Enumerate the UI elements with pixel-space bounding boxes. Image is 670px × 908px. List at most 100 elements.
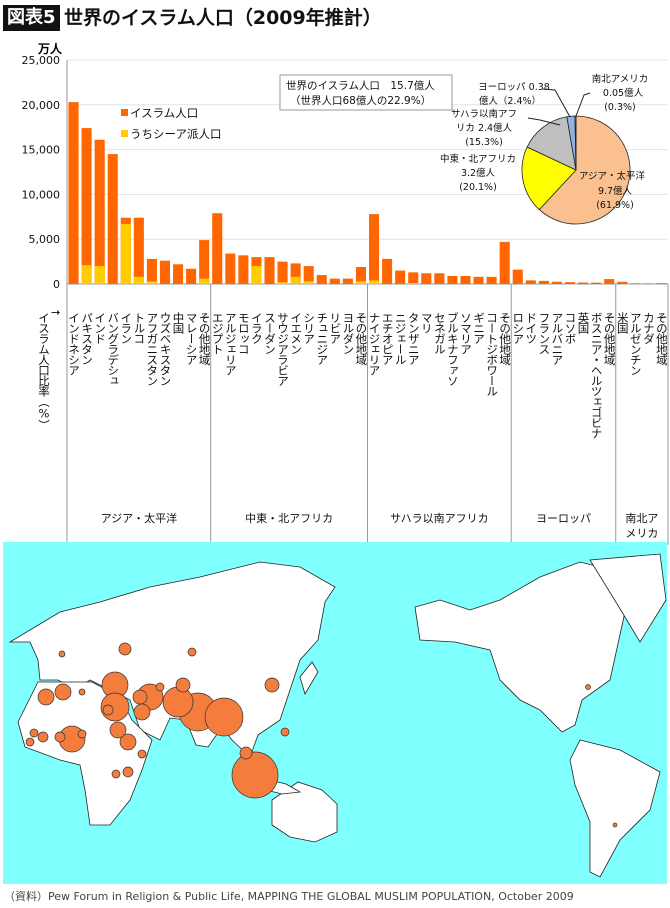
shia-bar: [303, 281, 314, 284]
category-label: ギニア: [472, 312, 487, 344]
muslim-population-bar: [630, 283, 641, 284]
muslim-population-bar: [355, 266, 366, 284]
pie-label: 3.2億人: [461, 167, 496, 179]
leader-line: [542, 88, 571, 118]
population-bubble: [239, 746, 253, 760]
muslim-population-bar: [395, 270, 406, 284]
muslim-population-bar: [133, 217, 144, 284]
category-label: カナダ: [641, 312, 656, 344]
source-note: （資料）Pew Forum in Religion & Public Life,…: [4, 890, 574, 903]
category-label: その他地域: [197, 312, 212, 365]
category-label: ソマリア: [458, 312, 473, 354]
category-label: イラク: [249, 312, 264, 344]
population-bubble: [77, 729, 87, 739]
shia-bar: [408, 283, 419, 284]
population-bubble: [133, 703, 151, 721]
category-label: その他地域: [602, 312, 617, 365]
category-label: インドネシア: [67, 312, 81, 375]
landmass-north-america: [414, 561, 626, 733]
population-bubble: [162, 686, 194, 718]
muslim-population-bar: [107, 154, 118, 284]
pie-slice: [526, 116, 577, 171]
landmass-greenland: [589, 553, 667, 643]
category-label: ロシア: [511, 312, 526, 344]
category-label: トルコ: [132, 312, 147, 344]
pie-label: 9.7億人: [598, 185, 633, 197]
pie-slice: [538, 115, 631, 225]
muslim-population-bar: [512, 269, 523, 284]
category-label: その他地域: [654, 312, 669, 365]
shia-bar: [120, 223, 131, 284]
category-label: シリア: [302, 312, 317, 344]
muslim-population-bar: [329, 278, 340, 284]
category-label: ウズベキスタン: [158, 312, 173, 386]
category-label: その他地域: [354, 312, 369, 365]
landmass-australia: [271, 781, 338, 843]
muslim-population-bar: [212, 213, 223, 284]
pie-label: 0.05億人: [603, 87, 644, 99]
x-axis-arrow: →: [51, 306, 61, 319]
muslim-population-bar: [68, 102, 79, 284]
category-label: アルジェリア: [223, 312, 238, 375]
summary-box: [279, 74, 453, 111]
population-bubble: [231, 751, 279, 799]
population-bubble: [187, 647, 197, 657]
population-bubble: [280, 727, 290, 737]
muslim-population-bar: [382, 258, 393, 284]
category-label: アルゼンチン: [628, 312, 643, 375]
population-bubble: [155, 682, 165, 692]
category-label: ナイジェリア: [367, 312, 382, 375]
category-label: マレーシア: [184, 312, 199, 365]
bar-chart: 0 5,000 10,000 15,000 20,000 25,000 イスラム人口うちシー…: [22, 54, 669, 545]
category-label: フランス: [537, 312, 552, 354]
pie-label: (0.3%): [604, 102, 636, 113]
pie-label: アジア・太平洋: [579, 170, 646, 182]
category-label: 米国: [615, 312, 630, 333]
category-label: チュニジア: [315, 312, 330, 365]
muslim-population-bar: [578, 282, 589, 284]
muslim-population-bar: [460, 275, 471, 284]
muslim-population-bar: [604, 279, 615, 284]
population-bubble: [132, 689, 148, 705]
y-tick-label: 25,000: [22, 54, 61, 67]
muslim-population-bar: [264, 257, 275, 284]
population-bubble: [118, 642, 132, 656]
shia-bar: [146, 281, 157, 284]
region-group-label: 南北アメリカ: [625, 512, 659, 540]
shia-bar: [199, 278, 210, 284]
category-label: タンザニア: [406, 312, 421, 365]
x-axis-label: イスラム人口比率（%）: [37, 312, 51, 430]
figure-title: 世界のイスラム人口（2009年推計）: [64, 7, 382, 29]
muslim-population-bar: [159, 260, 171, 284]
muslim-population-bar: [369, 214, 380, 284]
pie-slice: [574, 115, 577, 171]
population-bubble: [137, 749, 147, 759]
shia-bar: [369, 280, 380, 284]
muslim-population-bar: [486, 276, 497, 284]
category-label: リビア: [328, 312, 343, 344]
category-label: インド: [93, 312, 108, 344]
legend-label: イスラム人口: [130, 106, 198, 120]
y-tick-label: 15,000: [22, 144, 61, 157]
shia-bar: [81, 265, 92, 284]
muslim-population-bar: [538, 280, 549, 284]
world-map: [3, 542, 667, 884]
muslim-population-bar: [473, 276, 484, 284]
population-bubble: [54, 731, 66, 743]
category-label: スーダン: [262, 312, 277, 354]
pie-slice: [521, 146, 577, 211]
category-label: アルバニア: [550, 312, 565, 365]
category-label: ボスニア・ヘルツェゴビナ: [589, 312, 604, 438]
population-bubble: [612, 822, 618, 828]
y-tick-label: 20,000: [22, 99, 61, 112]
population-bubble: [58, 650, 66, 658]
muslim-population-bar: [81, 128, 92, 284]
muslim-population-bar: [94, 139, 105, 284]
y-axis-unit: 万人: [38, 42, 63, 56]
population-bubble: [109, 721, 127, 739]
region-group-label: ヨーロッパ: [535, 512, 591, 525]
population-bubble: [29, 728, 39, 738]
population-bubble: [102, 704, 114, 716]
population-bubble: [264, 677, 280, 693]
